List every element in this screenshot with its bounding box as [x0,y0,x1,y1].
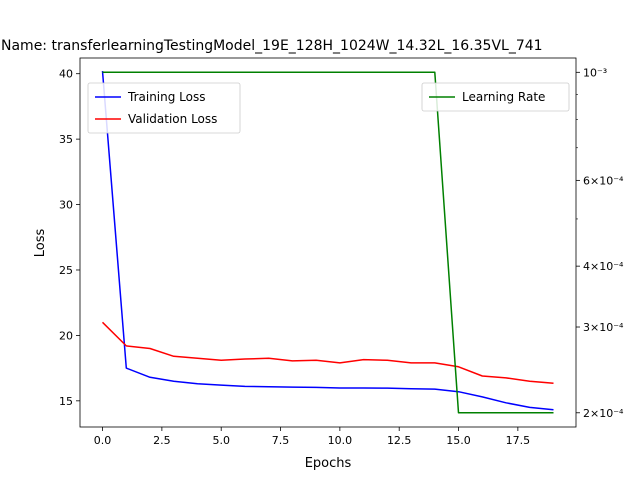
y-tick-label: 15 [59,395,73,408]
legend-label: Learning Rate [462,90,545,104]
plot-frame [79,57,577,428]
series-line-training-loss [101,71,554,411]
x-tick-label: 12.5 [387,434,412,447]
y2-tick-label: 4×10⁻⁴ [583,260,624,273]
y-tick-label: 40 [59,68,73,81]
y-axis-label: Loss [33,229,48,258]
x-tick-label: 2.5 [153,434,171,447]
x-tick-label: 5.0 [212,434,230,447]
legend-label: Validation Loss [128,112,217,126]
y2-tick-label: 3×10⁻⁴ [583,321,624,334]
x-tick-label: 0.0 [94,434,112,447]
y-tick-label: 25 [59,264,73,277]
x-tick-label: 17.5 [506,434,531,447]
legend-right: Learning Rate [421,82,570,112]
series-line-validation-loss [101,321,554,384]
legend-box [421,82,570,112]
x-tick-label: 15.0 [446,434,471,447]
x-tick-label: 7.5 [272,434,290,447]
y2-tick-label: 6×10⁻⁴ [583,174,624,187]
y-tick-label: 35 [59,133,73,146]
y2-tick-label: 10⁻³ [583,66,607,79]
axis-layer: 0.0 2.5 5.0 7.5 10.0 12.5 15.0 17.5 15 20 25 30 35 40… [59,66,624,447]
series-line-learning-rate [102,71,554,414]
x-tick-label: 10.0 [328,434,353,447]
y-tick-label: 20 [59,329,73,342]
y2-tick-label: 2×10⁻⁴ [583,407,624,420]
chart-title: Name: transferlearningTestingModel_19E_1… [1,38,543,54]
legend-left: Training Loss Validation Loss [87,82,241,134]
series-layer [101,71,554,414]
y-tick-label: 30 [59,199,73,212]
x-axis-label: Epochs [305,456,352,471]
legend-box [87,82,241,134]
legend-label: Training Loss [127,90,205,104]
